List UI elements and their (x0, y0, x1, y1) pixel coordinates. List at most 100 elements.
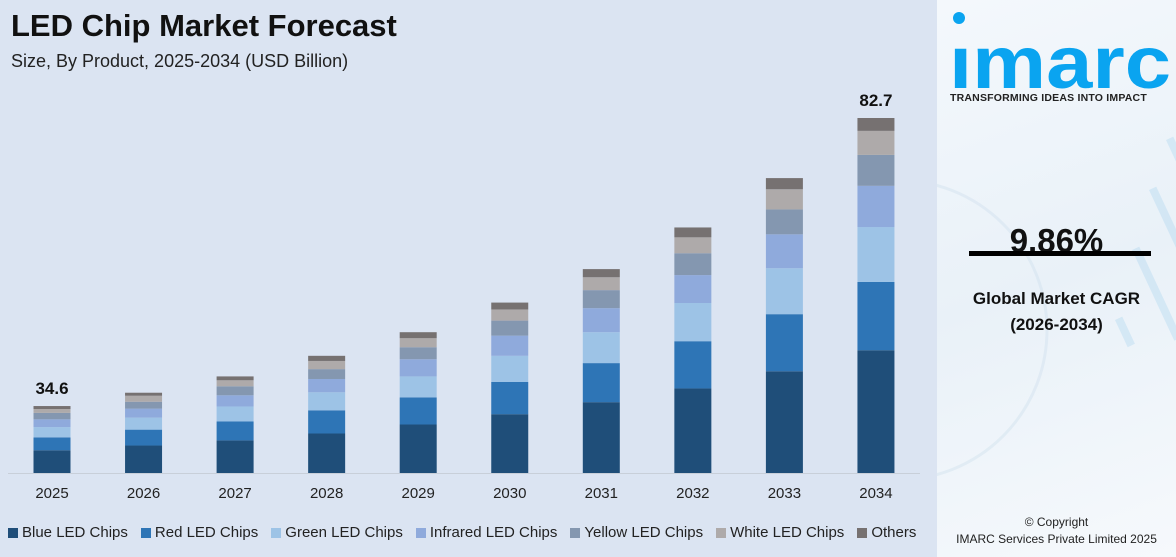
bar-segment-others-2034 (857, 118, 895, 131)
legend-item: Yellow LED Chips (570, 524, 703, 541)
background-graphic (937, 136, 1176, 477)
x-tick-label: 2034 (859, 485, 892, 502)
chart-panel: LED Chip Market Forecast Size, By Produc… (8, 8, 920, 541)
legend-label: Infrared LED Chips (429, 524, 558, 541)
legend-label: Yellow LED Chips (584, 524, 704, 541)
bar-segment-red-led-chips-2030 (491, 381, 529, 415)
legend-swatch (8, 527, 18, 538)
data-label-total: 34.6 (35, 379, 68, 398)
bar-segment-others-2029 (399, 332, 437, 339)
bar-segment-others-2028 (308, 355, 346, 361)
bar-segment-infrared-led-chips-2031 (582, 308, 620, 333)
bar-segment-blue-led-chips-2032 (674, 388, 712, 473)
bar-segment-white-led-chips-2034 (857, 130, 895, 155)
bar-segment-blue-led-chips-2030 (491, 414, 529, 473)
imarc-logo: ımarc (949, 12, 1171, 92)
legend-label: Red LED Chips (154, 524, 259, 541)
legend-label: Blue LED Chips (22, 524, 128, 541)
bar-segment-yellow-led-chips-2025 (33, 412, 71, 420)
copyright-text: © Copyright (1024, 515, 1089, 529)
legend-item: Red LED Chips (140, 524, 259, 541)
bar-segment-green-led-chips-2027 (216, 406, 254, 422)
x-tick-label: 2027 (218, 485, 251, 502)
bar-segment-red-led-chips-2031 (582, 363, 620, 403)
bar-segment-others-2033 (765, 178, 803, 190)
bar-segment-white-led-chips-2031 (582, 277, 620, 291)
bar-segment-infrared-led-chips-2026 (125, 408, 163, 418)
chart-subtitle: Size, By Product, 2025-2034 (USD Billion… (11, 51, 349, 71)
bar-segment-infrared-led-chips-2032 (674, 275, 712, 304)
legend-item: Blue LED Chips (8, 524, 128, 541)
bar-segment-others-2031 (582, 269, 620, 278)
bar-segment-green-led-chips-2032 (674, 303, 712, 342)
legend-swatch (570, 527, 581, 538)
bar-segment-red-led-chips-2026 (125, 429, 163, 446)
bar-segment-blue-led-chips-2026 (125, 445, 163, 473)
legend-swatch (271, 527, 282, 538)
bar-segment-yellow-led-chips-2030 (491, 320, 529, 336)
cagr-period: (2026-2034) (1010, 315, 1103, 334)
bar-segment-blue-led-chips-2029 (399, 424, 437, 473)
bar-segment-others-2026 (125, 392, 163, 396)
bar-segment-yellow-led-chips-2027 (216, 386, 254, 396)
bar-segment-yellow-led-chips-2033 (765, 209, 803, 235)
x-tick-label: 2031 (585, 485, 618, 502)
bar-segment-red-led-chips-2028 (308, 410, 346, 434)
legend-item: Infrared LED Chips (415, 524, 558, 541)
x-tick-label: 2028 (310, 485, 343, 502)
bar-segment-blue-led-chips-2031 (582, 402, 620, 473)
bar-segment-infrared-led-chips-2033 (765, 234, 803, 269)
bar-segment-white-led-chips-2025 (33, 409, 71, 413)
bar-segment-yellow-led-chips-2034 (857, 154, 895, 186)
bar-segment-blue-led-chips-2025 (33, 450, 71, 473)
bar-segment-yellow-led-chips-2029 (399, 347, 437, 360)
bar-segment-infrared-led-chips-2034 (857, 185, 895, 228)
bar-segment-others-2030 (491, 302, 529, 310)
x-tick-label: 2025 (35, 485, 68, 502)
legend-item: White LED Chips (716, 524, 844, 541)
bar-segment-infrared-led-chips-2028 (308, 378, 346, 393)
bar-segment-blue-led-chips-2027 (216, 440, 254, 473)
legend-item: Others (857, 524, 916, 541)
x-tick-label: 2030 (493, 485, 526, 502)
data-label-total: 82.7 (859, 91, 892, 110)
stacked-bar-chart: 2025 34.6 2026 2027 2028 2029 2030 2031 2032 2033… (8, 91, 920, 502)
bar-segment-red-led-chips-2029 (399, 397, 437, 425)
bar-segment-green-led-chips-2031 (582, 332, 620, 364)
legend-item: Green LED Chips (271, 524, 403, 541)
bar-segment-white-led-chips-2027 (216, 380, 254, 387)
x-tick-label: 2033 (768, 485, 801, 502)
bar-segment-infrared-led-chips-2029 (399, 359, 437, 377)
legend-label: Green LED Chips (285, 524, 403, 541)
bar-segment-green-led-chips-2025 (33, 427, 71, 438)
bar-segment-yellow-led-chips-2026 (125, 401, 163, 409)
bar-segment-yellow-led-chips-2028 (308, 369, 346, 379)
bar-segment-yellow-led-chips-2031 (582, 290, 620, 309)
info-sidebar: ımarc TRANSFORMING IDEAS INTO IMPACT 9.8… (937, 0, 1176, 557)
bar-segment-green-led-chips-2034 (857, 227, 895, 282)
bar-segment-infrared-led-chips-2025 (33, 419, 71, 428)
bar-segment-infrared-led-chips-2027 (216, 395, 254, 407)
cagr-label-text: Global Market CAGR (972, 289, 1141, 308)
bar-segment-green-led-chips-2026 (125, 417, 163, 430)
bar-segment-blue-led-chips-2033 (765, 371, 803, 473)
bar-segment-red-led-chips-2027 (216, 421, 254, 441)
cagr-label: Global Market CAGR (2026-2034) (937, 286, 1176, 338)
x-tick-label: 2029 (402, 485, 435, 502)
bar-segment-yellow-led-chips-2032 (674, 253, 712, 276)
bar-segment-white-led-chips-2033 (765, 189, 803, 210)
legend-swatch (716, 527, 727, 538)
bar-segment-green-led-chips-2029 (399, 376, 437, 398)
bar-segment-red-led-chips-2025 (33, 437, 71, 451)
chart-title: LED Chip Market Forecast (11, 8, 397, 43)
legend-swatch (415, 527, 426, 538)
legend-swatch (140, 527, 151, 538)
bar-segment-red-led-chips-2034 (857, 281, 895, 351)
bar-segment-white-led-chips-2030 (491, 309, 529, 321)
bar-segment-others-2025 (33, 406, 71, 410)
copyright: © Copyright IMARC Services Private Limit… (937, 514, 1176, 548)
legend-label: Others (871, 524, 917, 541)
legend: Blue LED Chips Red LED Chips Green LED Chi… (8, 524, 916, 541)
bar-segment-green-led-chips-2033 (765, 268, 803, 315)
tagline: TRANSFORMING IDEAS INTO IMPACT (950, 92, 1147, 104)
